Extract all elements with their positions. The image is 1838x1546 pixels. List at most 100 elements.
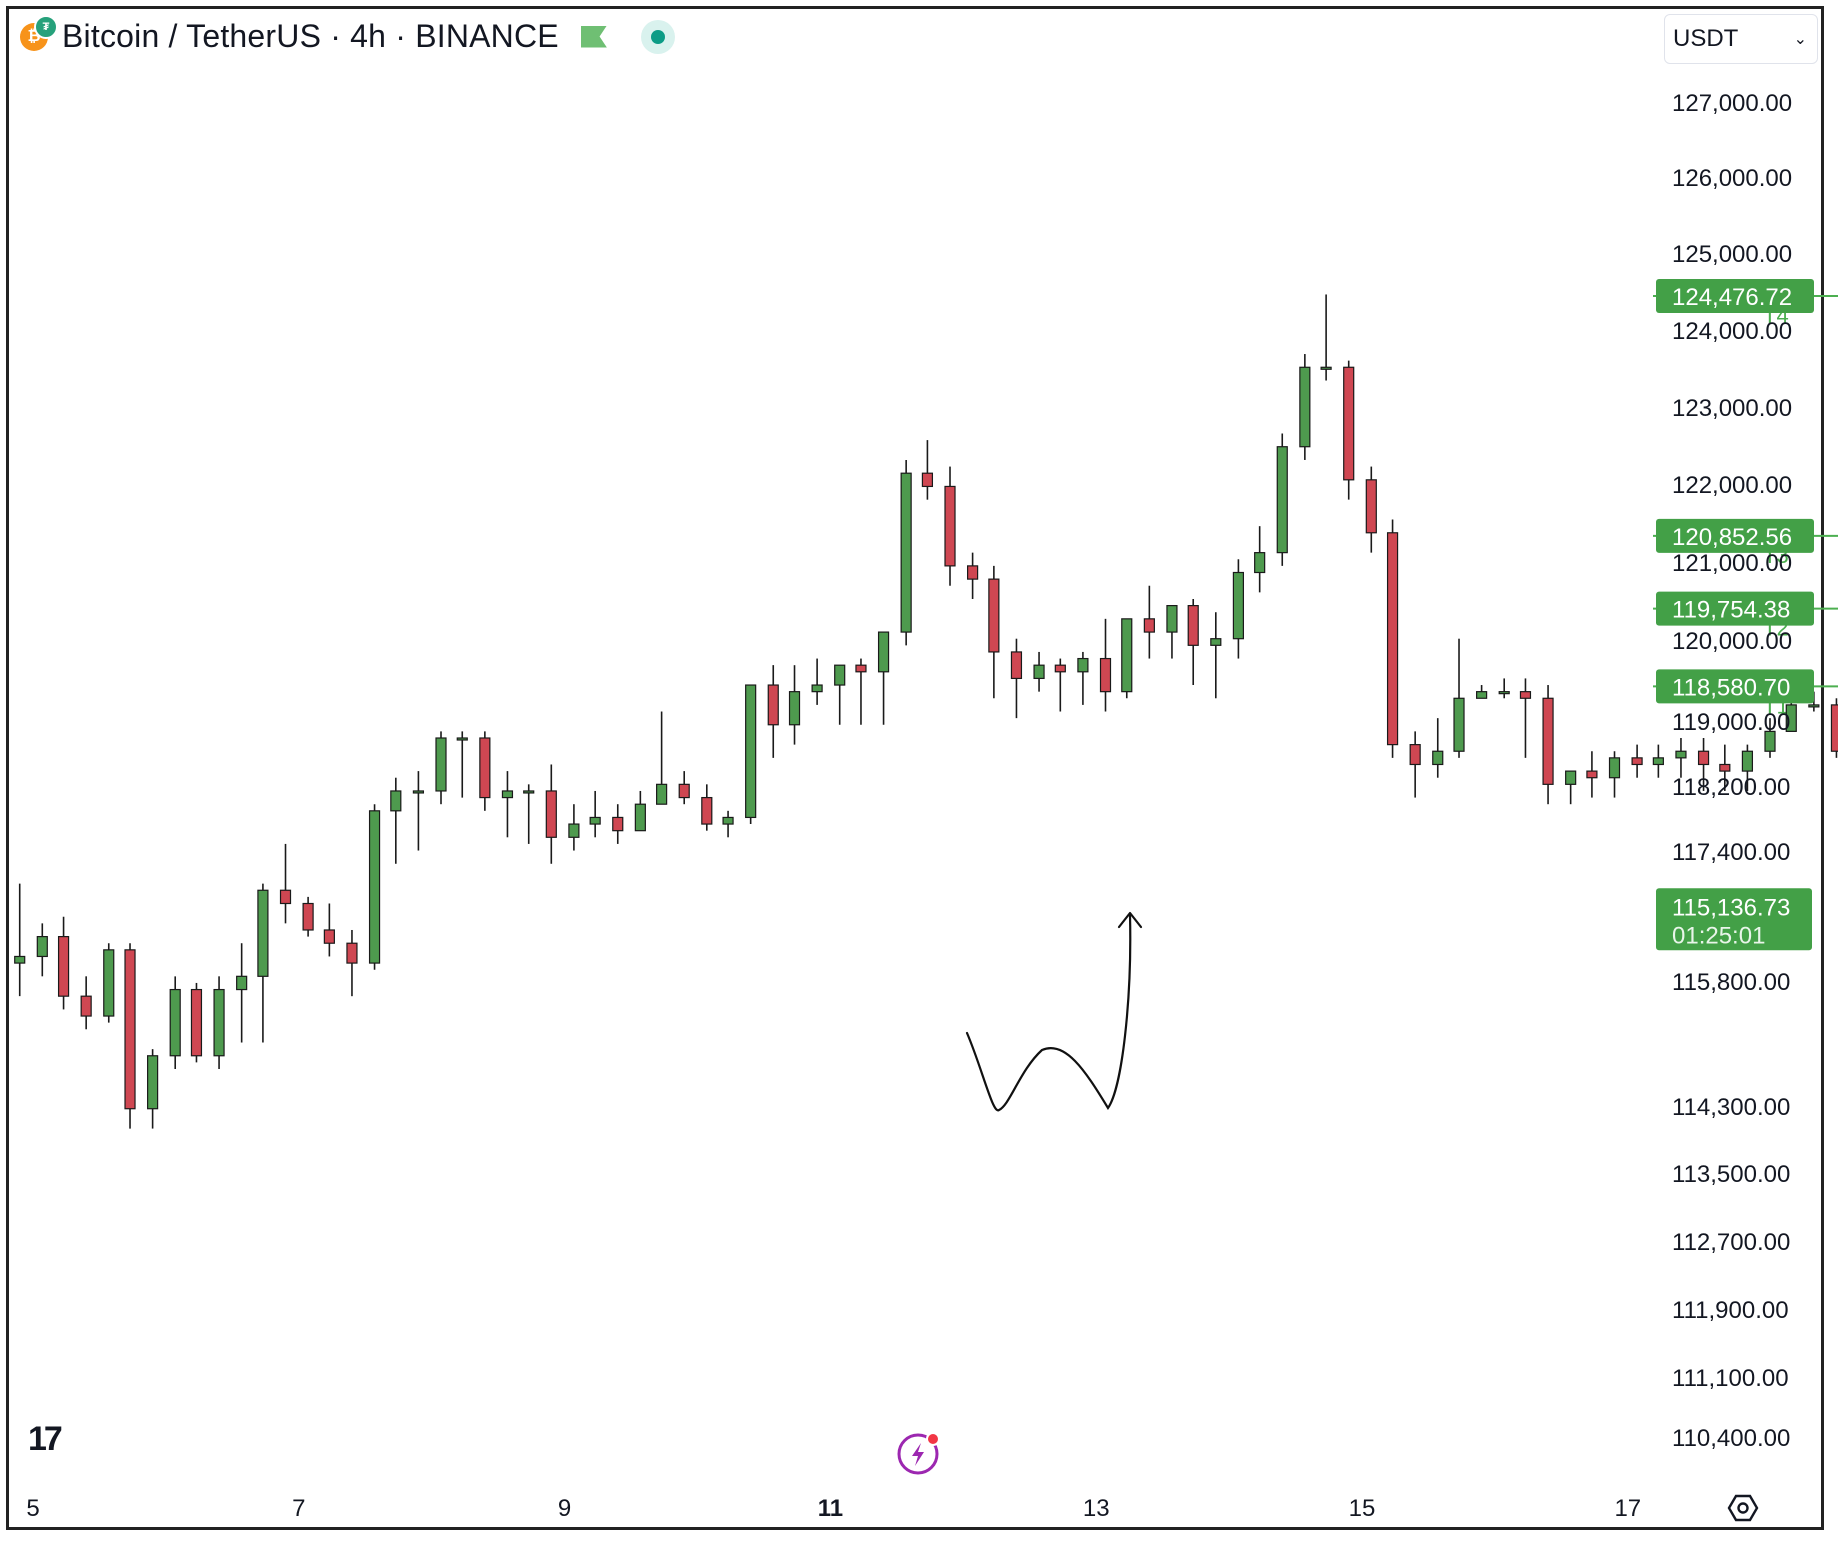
candle-body <box>811 684 823 693</box>
candle <box>1675 737 1687 778</box>
candle-body <box>589 816 601 825</box>
price-label-t2: 119,754.38 <box>1656 591 1814 626</box>
candle-body <box>147 1055 159 1110</box>
x-tick-label: 15 <box>1349 1495 1376 1522</box>
candle-body <box>1276 446 1288 554</box>
candle <box>1453 638 1465 758</box>
price-label-bg <box>1656 279 1814 313</box>
price-label-t4: 124,476.72 <box>1656 279 1814 313</box>
y-tick-label: 110,400.00 <box>1672 1425 1790 1452</box>
x-tick-label: 13 <box>1083 1495 1110 1522</box>
candle-body <box>479 737 491 799</box>
candle-body <box>1675 750 1687 759</box>
live-status-icon[interactable] <box>640 19 675 54</box>
flag-icon[interactable] <box>580 25 607 48</box>
candle-body <box>1476 691 1488 699</box>
candle-body <box>279 889 292 905</box>
candle-body <box>1608 757 1621 779</box>
candle-body <box>501 790 514 799</box>
candle <box>213 976 225 1069</box>
candle-body <box>103 949 115 1017</box>
candle-body <box>788 691 801 726</box>
y-tick-label: 127,000.00 <box>1672 90 1792 117</box>
candle <box>1764 718 1776 758</box>
chart-frame <box>6 6 1824 1530</box>
candle <box>501 771 514 838</box>
price-label-t3: 120,852.56 <box>1656 518 1814 553</box>
candle-body <box>323 929 335 944</box>
candle <box>767 665 779 758</box>
candle-body <box>346 942 358 964</box>
candle <box>634 790 646 832</box>
candle <box>1121 618 1133 699</box>
candle-body <box>988 578 1000 653</box>
candle <box>57 916 70 1010</box>
x-tick-label: 9 <box>558 1495 571 1522</box>
tradingview-logo-icon[interactable]: 17 <box>28 1420 63 1458</box>
candle <box>1631 744 1643 778</box>
price-label-bg <box>1656 518 1814 553</box>
candle <box>1519 678 1532 758</box>
y-tick-label: 120,000.00 <box>1672 628 1792 655</box>
candle-body <box>921 472 934 488</box>
candle <box>1652 744 1664 778</box>
candle <box>921 440 934 500</box>
candle <box>1542 685 1554 805</box>
x-tick-label: 17 <box>1614 1495 1641 1522</box>
candle-body <box>1121 618 1133 693</box>
candle-body <box>1631 757 1643 766</box>
price-label-text: 118,580.70 <box>1672 674 1790 701</box>
candle-body <box>1586 770 1598 779</box>
candle <box>1719 744 1731 791</box>
y-tick-label: 126,000.00 <box>1672 165 1792 192</box>
candle-body <box>1432 750 1444 766</box>
candle <box>967 552 979 599</box>
candle-body <box>1785 704 1797 732</box>
projection-arrowhead <box>1117 911 1143 929</box>
candle-body <box>1719 763 1731 772</box>
candle-body <box>656 783 668 805</box>
candle <box>1320 294 1332 381</box>
candle <box>323 903 335 957</box>
candle <box>80 976 92 1030</box>
candle <box>346 929 358 997</box>
candle <box>855 658 867 725</box>
y-tick-label: 117,400.00 <box>1672 839 1790 866</box>
symbol-header[interactable]: ₿ ₮ Bitcoin / TetherUS · 4h · BINANCE <box>20 14 675 55</box>
candle-body <box>435 737 447 792</box>
candle <box>1166 604 1178 659</box>
candle <box>1476 685 1488 699</box>
candle <box>722 810 734 838</box>
candle <box>1232 559 1245 659</box>
symbol-title[interactable]: Bitcoin / TetherUS · 4h · BINANCE <box>62 18 559 54</box>
x-tick-label: 5 <box>26 1495 39 1522</box>
candle-body <box>745 684 757 819</box>
candle <box>1210 612 1222 699</box>
candle <box>1697 737 1710 791</box>
lightning-icon[interactable] <box>897 1432 940 1475</box>
currency-select[interactable]: USDT ⌄ <box>1664 14 1818 64</box>
candle <box>1143 585 1155 659</box>
candle <box>1498 678 1510 699</box>
candle <box>834 664 846 725</box>
candle-body <box>1365 479 1377 534</box>
candle <box>302 896 314 937</box>
candle <box>279 843 292 924</box>
candle-body <box>1320 366 1332 370</box>
candle <box>412 771 425 851</box>
price-label-bg <box>1656 669 1814 704</box>
countdown-text: 01:25:01 <box>1672 922 1765 949</box>
candle <box>479 731 491 811</box>
candle-body <box>1764 730 1776 752</box>
candle-body <box>1519 691 1532 699</box>
settings-icon[interactable] <box>1727 1494 1759 1522</box>
candle <box>257 883 269 1043</box>
candle <box>788 665 801 745</box>
candle <box>1565 770 1577 805</box>
y-tick-label: 112,700.00 <box>1672 1229 1790 1256</box>
candle <box>678 771 690 805</box>
candle-body <box>523 790 535 794</box>
candle <box>1099 618 1112 712</box>
